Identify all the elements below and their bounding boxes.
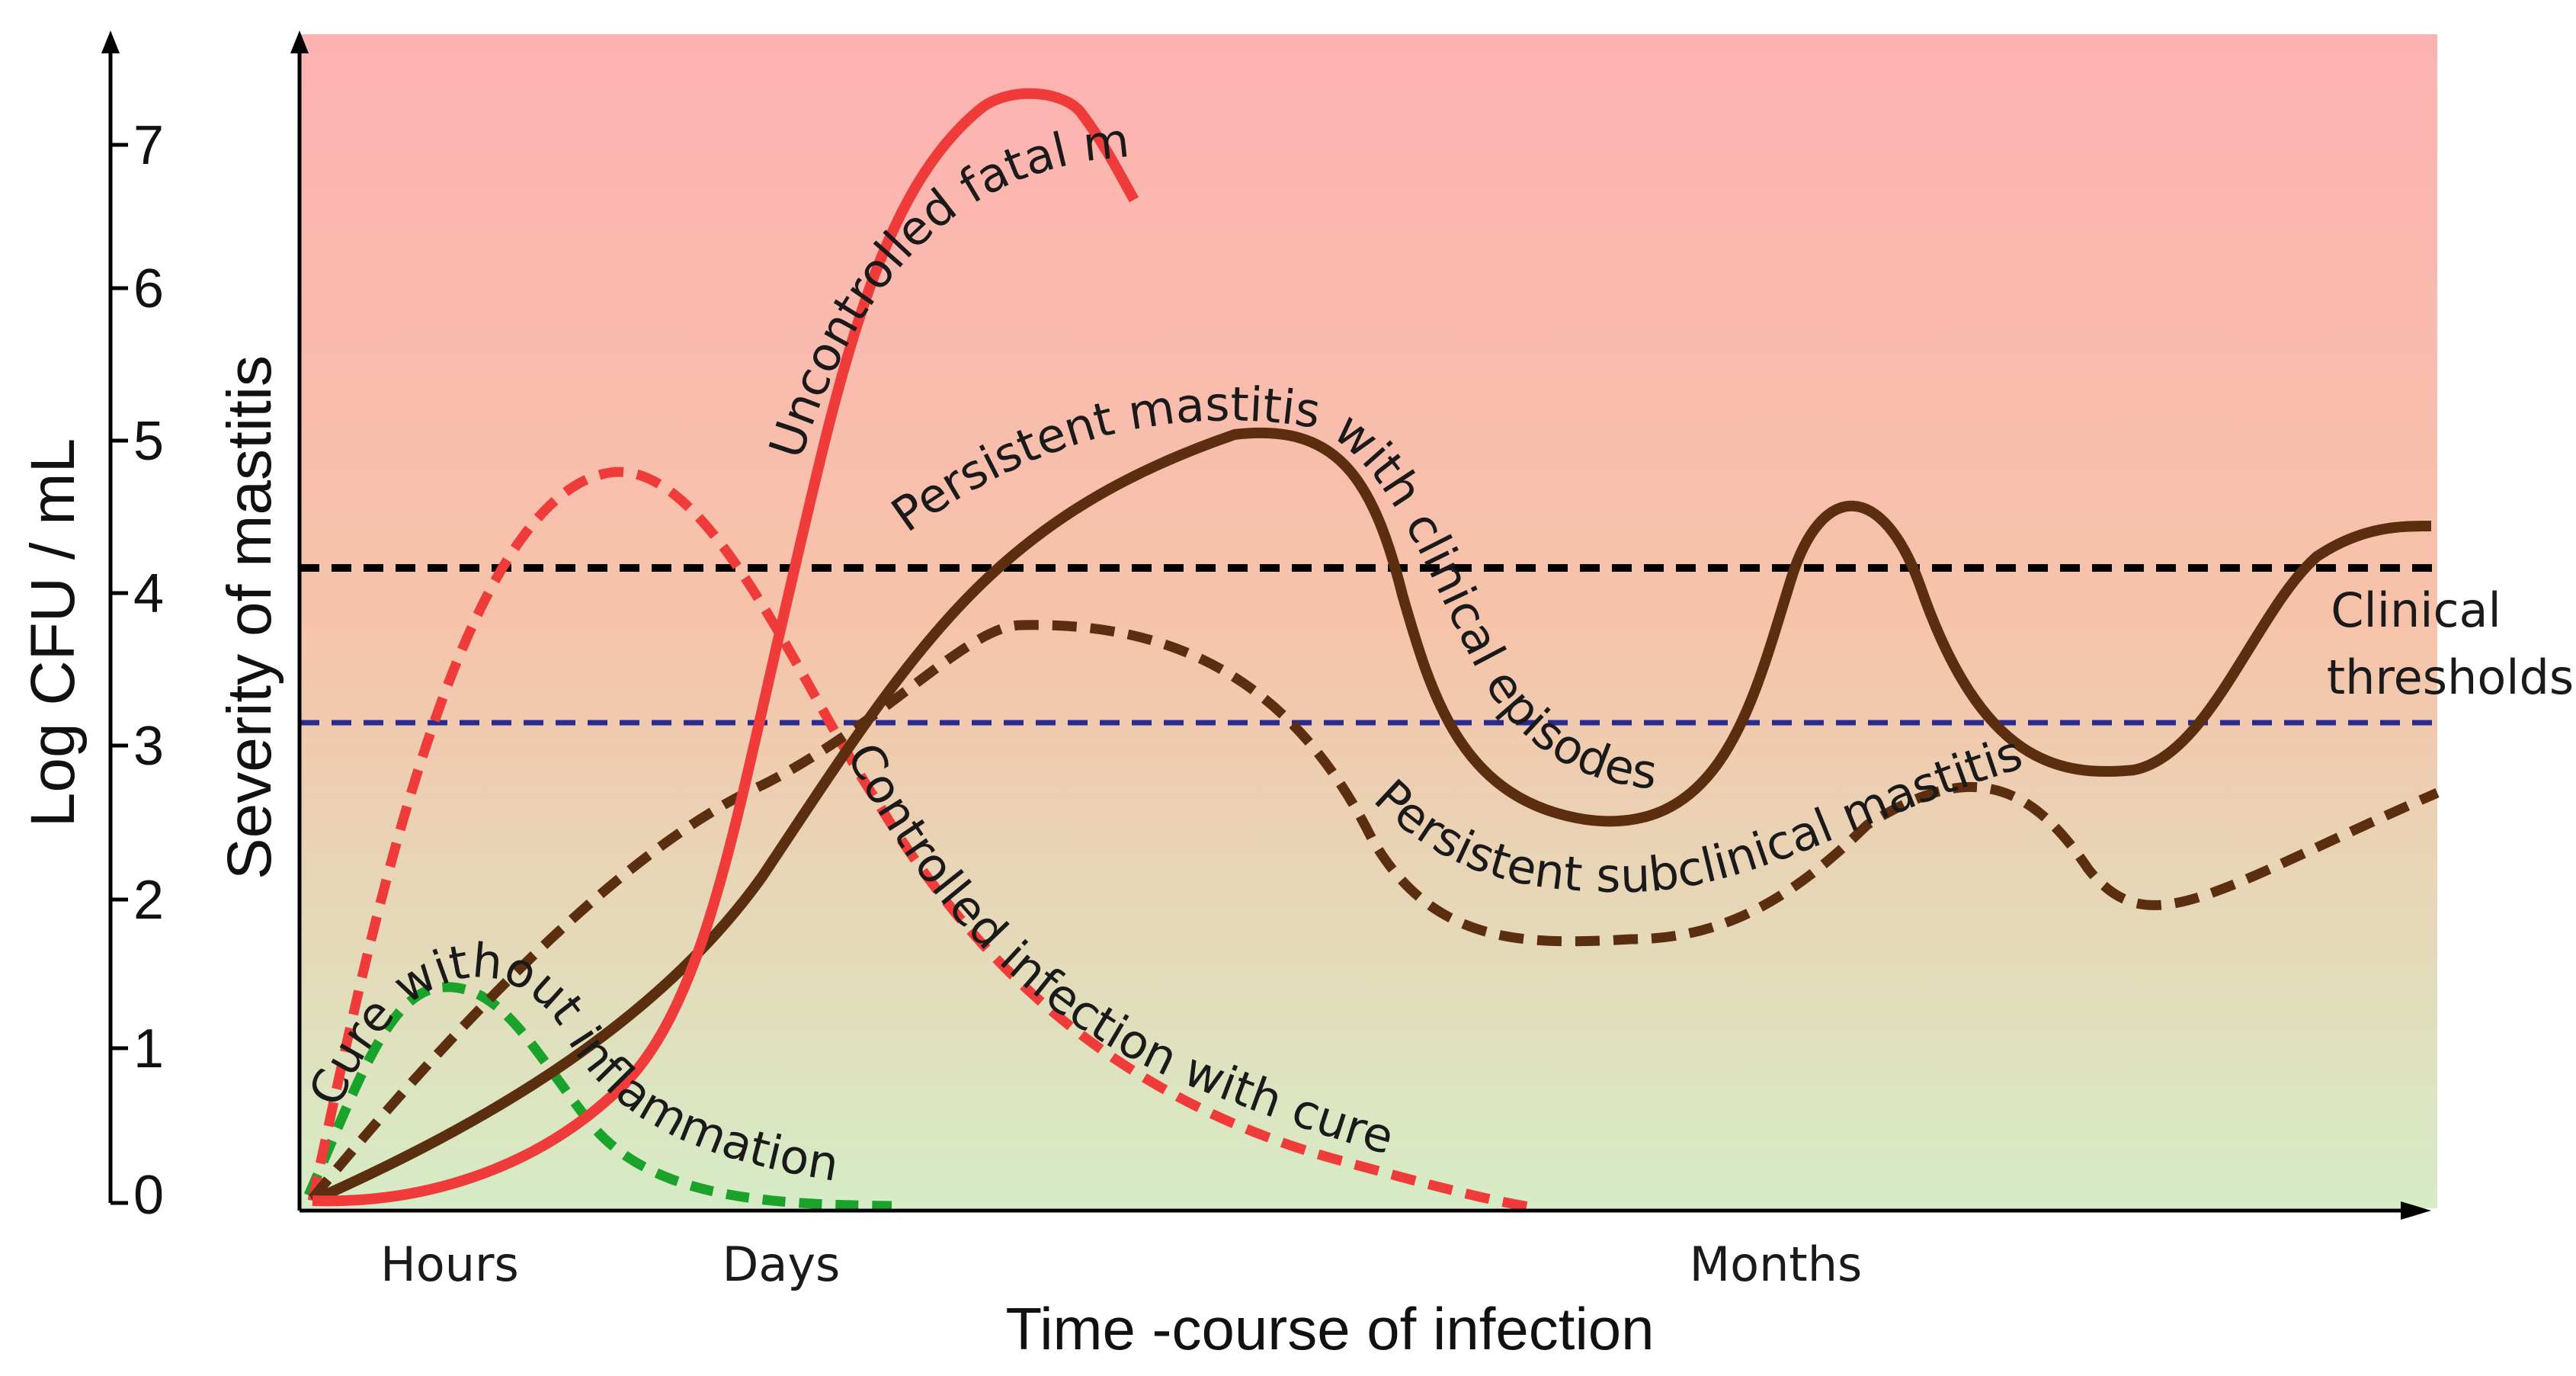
y-tick-label: 5 <box>133 411 164 472</box>
y-tick-label: 1 <box>133 1018 164 1079</box>
clinical-thresholds-label-line1: Clinical <box>2331 582 2501 638</box>
y-axis-title: Log CFU / mL <box>18 438 88 827</box>
curve-controlled-infection-with-cure <box>307 467 1540 1214</box>
clinical-thresholds-label-line2: thresholds <box>2327 650 2574 705</box>
x-axis-title: Time -course of infection <box>1005 1295 1654 1362</box>
x-label-days: Days <box>722 1236 841 1292</box>
x-axis-arrow <box>2401 1201 2431 1220</box>
curve-uncontrolled-fatal-mastitis <box>312 88 1139 1207</box>
x-label-hours: Hours <box>380 1236 519 1292</box>
y-tick-label: 6 <box>133 258 164 319</box>
y-tick-label: 4 <box>133 563 164 624</box>
x-label-months: Months <box>1690 1236 1863 1292</box>
curve-persistent-subclinical-mastitis <box>308 620 2440 1202</box>
severity-axis-title: Severity of mastitis <box>215 355 284 880</box>
y-tick-label: 3 <box>133 716 164 777</box>
curve-persistent-mastitis-with-clinical-episodes <box>310 427 2432 1206</box>
y-axis-ticks <box>111 143 128 1205</box>
plot-background <box>300 34 2437 1208</box>
y-axis-arrow <box>101 30 120 53</box>
y-tick-label: 0 <box>133 1165 164 1226</box>
y-tick-label: 2 <box>133 870 164 931</box>
severity-axis-arrow <box>290 30 309 53</box>
y-tick-label: 7 <box>133 115 164 176</box>
curve-cure-without-inflammation <box>304 982 892 1211</box>
